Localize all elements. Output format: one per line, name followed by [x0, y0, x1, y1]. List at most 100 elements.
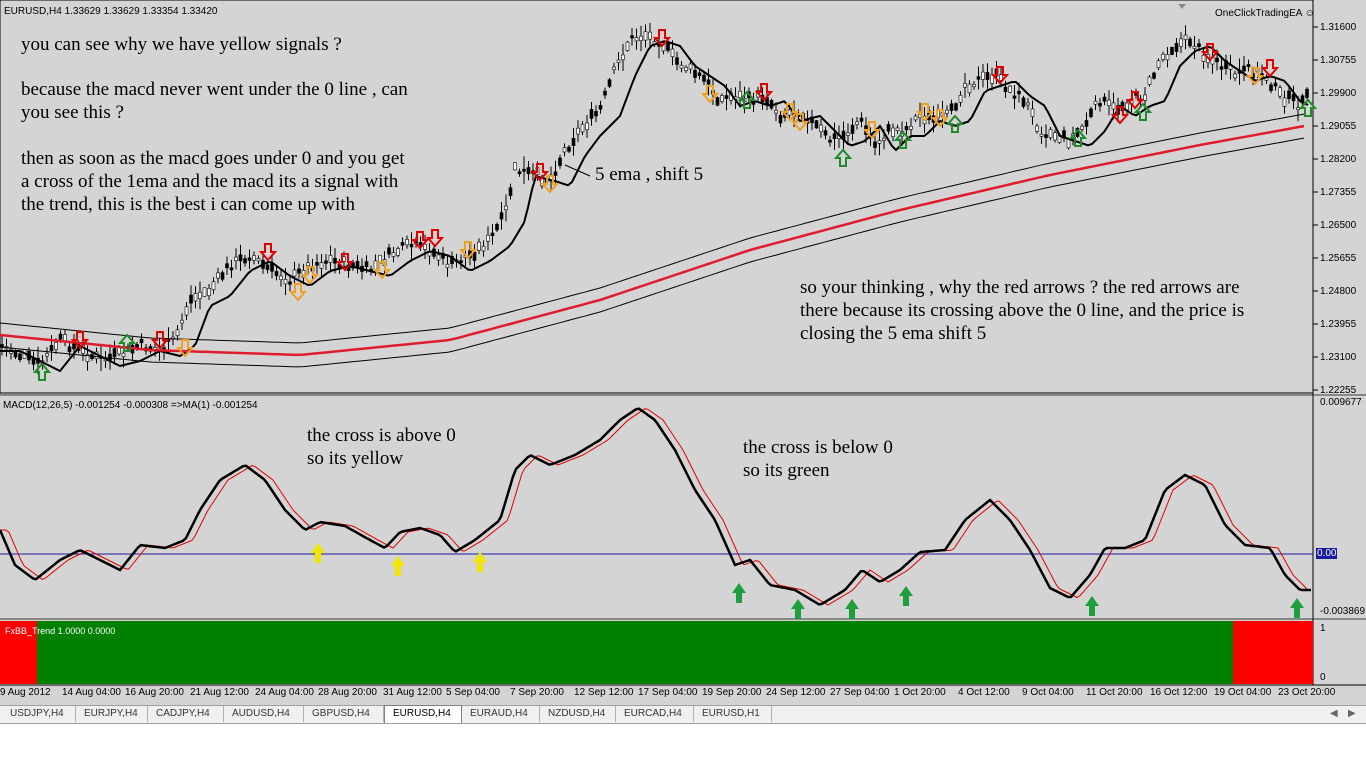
- time-axis-label: 7 Sep 20:00: [510, 687, 564, 698]
- candle-body: [522, 168, 526, 172]
- candle-body: [495, 224, 499, 231]
- ma-upper-band: [0, 113, 1305, 344]
- candle-body: [1035, 125, 1039, 132]
- tab-euraud-h4[interactable]: EURAUD,H4: [462, 706, 540, 722]
- smiley-icon: ☺: [1304, 8, 1315, 19]
- trend-header: FxBB_Trend 1.0000 0.0000: [5, 626, 116, 636]
- price-axis-label: 1.23100: [1320, 352, 1357, 363]
- candle-body: [396, 248, 400, 256]
- tab-eurusd-h1[interactable]: EURUSD,H1: [694, 706, 772, 722]
- candle-body: [499, 212, 504, 220]
- chart-canvas[interactable]: [0, 0, 1366, 705]
- candle-body: [1246, 64, 1251, 68]
- brand-label: OneClickTradingEA ☺: [1215, 8, 1315, 19]
- red-sell-arrow: [258, 243, 278, 262]
- candle-body: [171, 336, 175, 340]
- candle-body: [108, 353, 112, 361]
- red-sell-arrow: [1260, 59, 1280, 78]
- green-buy-arrow: [945, 114, 965, 133]
- candle-body: [405, 239, 409, 246]
- candle-body: [112, 348, 117, 358]
- candle-body: [526, 167, 531, 175]
- candle-body: [585, 122, 589, 131]
- tab-eurjpy-h4[interactable]: EURJPY,H4: [76, 706, 148, 722]
- candle-body: [666, 42, 670, 51]
- candle-body: [1219, 66, 1224, 70]
- time-axis-label: 4 Oct 12:00: [958, 687, 1010, 698]
- candle-body: [621, 54, 625, 61]
- candle-body: [1026, 102, 1030, 106]
- candle-body: [45, 353, 49, 357]
- candle-body: [778, 114, 783, 124]
- candle-body: [481, 245, 486, 252]
- time-axis-label: 11 Oct 20:00: [1086, 687, 1143, 698]
- tab-cadjpy-h4[interactable]: CADJPY,H4: [148, 706, 224, 722]
- candle-body: [1084, 120, 1089, 127]
- candle-body: [1003, 86, 1008, 92]
- candle-body: [351, 262, 355, 269]
- candle-body: [738, 90, 742, 98]
- candle-body: [567, 146, 571, 152]
- candle-body: [1296, 107, 1300, 111]
- candle-body: [697, 72, 702, 76]
- candle-body: [715, 97, 720, 106]
- macd-green-arrow: [791, 599, 805, 619]
- price-axis-label: 1.31600: [1320, 22, 1357, 33]
- tab-eurcad-h4[interactable]: EURCAD,H4: [616, 706, 694, 722]
- candle-body: [598, 105, 603, 110]
- candle-body: [508, 187, 513, 196]
- candle-body: [603, 90, 607, 96]
- tab-scroll-right-icon[interactable]: ▶: [1348, 708, 1356, 719]
- green-buy-arrow: [833, 148, 853, 167]
- candle-body: [688, 63, 693, 70]
- time-axis-label: 19 Oct 04:00: [1214, 687, 1272, 698]
- price-axis-label: 1.29900: [1320, 88, 1357, 99]
- chart-window[interactable]: EURUSD,H4 1.33629 1.33629 1.33354 1.3342…: [0, 0, 1366, 705]
- candle-body: [909, 126, 913, 130]
- ema-label-pointer: [564, 164, 591, 177]
- yellow-sell-arrow: [372, 261, 392, 280]
- candle-body: [175, 329, 180, 336]
- candle-body: [387, 247, 391, 255]
- tab-usdjpy-h4[interactable]: USDJPY,H4: [2, 706, 76, 722]
- candle-body: [324, 260, 328, 264]
- candle-body: [1165, 54, 1170, 61]
- red-sell-arrow: [150, 331, 170, 350]
- candle-body: [189, 294, 193, 304]
- candle-body: [283, 278, 288, 285]
- candle-body: [1233, 73, 1237, 79]
- macd-zero-label: 0.00: [1316, 548, 1338, 559]
- candle-body: [1008, 85, 1012, 93]
- candle-body: [1273, 82, 1278, 87]
- note-cross-below: the cross is below 0 so its green: [743, 437, 893, 481]
- candle-body: [643, 31, 648, 41]
- time-axis-label: 16 Oct 12:00: [1150, 687, 1208, 698]
- candle-body: [1044, 134, 1048, 138]
- tab-eurusd-h4[interactable]: EURUSD,H4: [384, 705, 462, 723]
- candle-body: [558, 157, 562, 166]
- candle-body: [1048, 129, 1053, 139]
- tab-gbpusd-h4[interactable]: GBPUSD,H4: [304, 706, 384, 722]
- candle-body: [985, 72, 990, 80]
- price-axis-label: 1.30755: [1320, 55, 1357, 66]
- tab-audusd-h4[interactable]: AUDUSD,H4: [224, 706, 304, 722]
- tab-nzdusd-h4[interactable]: NZDUSD,H4: [540, 706, 616, 722]
- candle-body: [675, 57, 679, 65]
- candle-body: [1053, 132, 1057, 141]
- candle-body: [1039, 133, 1044, 137]
- candle-body: [571, 137, 576, 146]
- time-axis-label: 28 Aug 20:00: [318, 687, 377, 698]
- tab-scroll-left-icon[interactable]: ◀: [1330, 708, 1338, 719]
- candle-body: [895, 127, 900, 131]
- candle-body: [1080, 125, 1084, 130]
- trend-axis-top: 1: [1320, 623, 1326, 634]
- time-axis-label: 27 Sep 04:00: [830, 687, 890, 698]
- candle-body: [1143, 94, 1147, 101]
- yellow-sell-arrow: [458, 241, 478, 260]
- yellow-sell-arrow: [540, 175, 560, 194]
- time-axis-label: 24 Aug 04:00: [255, 687, 314, 698]
- candle-body: [1161, 53, 1165, 60]
- candle-body: [1066, 139, 1071, 149]
- candle-body: [580, 123, 585, 133]
- time-axis-label: 12 Sep 12:00: [574, 687, 634, 698]
